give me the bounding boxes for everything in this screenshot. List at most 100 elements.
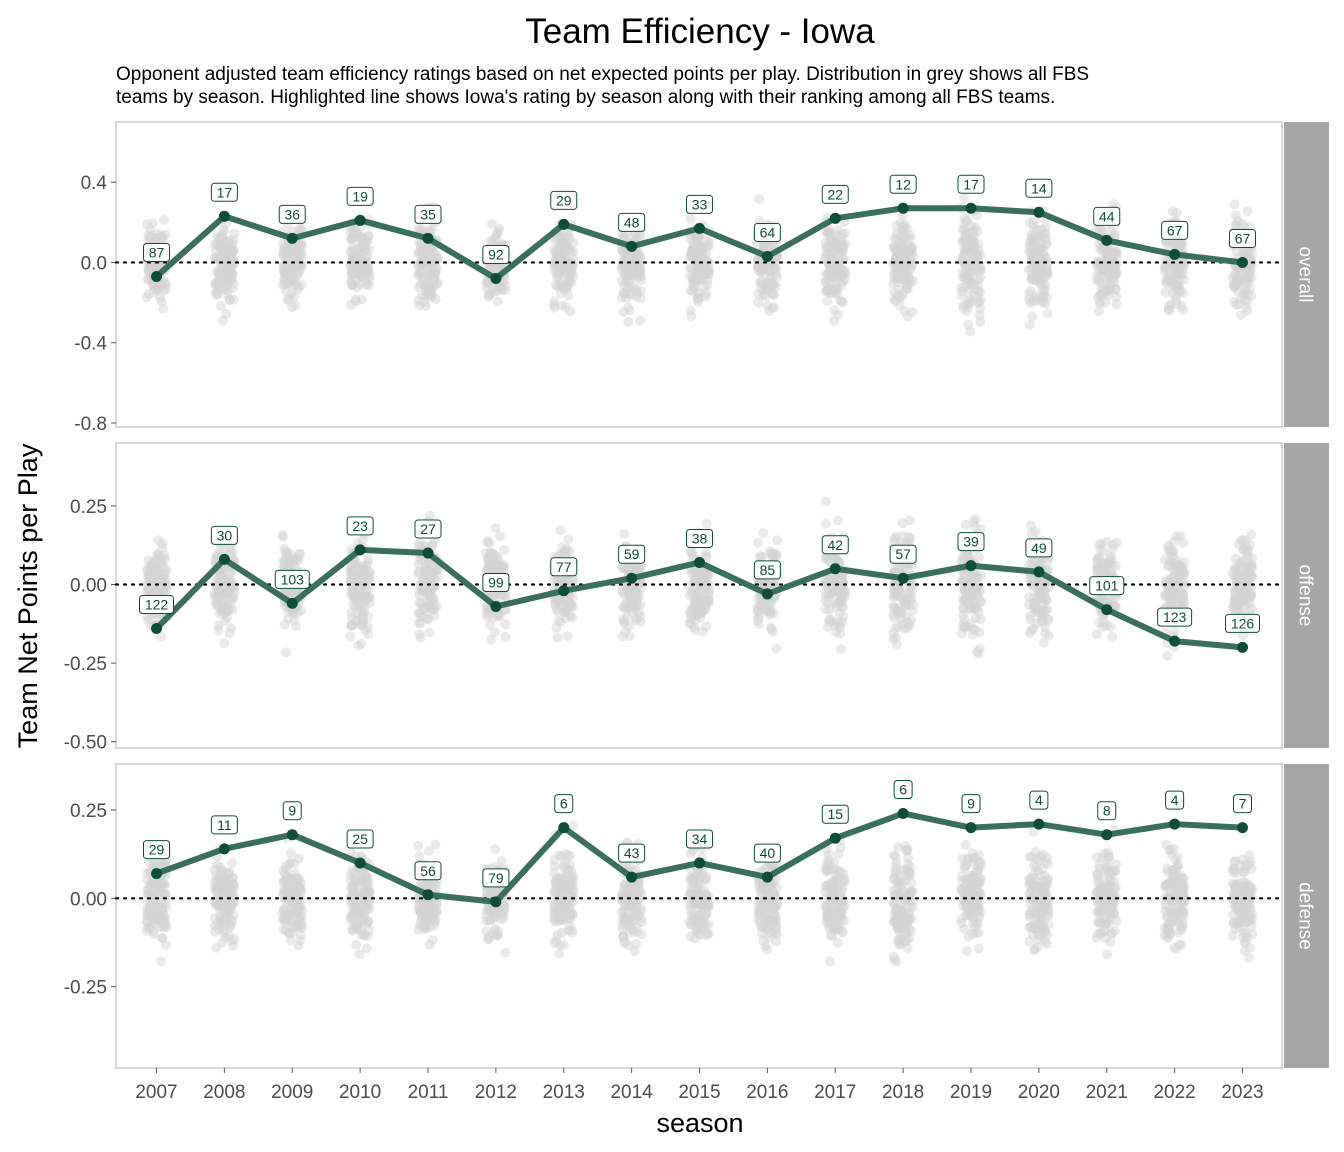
fbs-team-point bbox=[218, 249, 229, 260]
fbs-team-point bbox=[419, 280, 430, 291]
chart-subtitle-line-2: teams by season. Highlighted line shows … bbox=[116, 87, 1055, 108]
rank-label: 92 bbox=[482, 245, 510, 265]
iowa-point bbox=[626, 572, 638, 584]
fbs-team-point bbox=[279, 619, 290, 630]
fbs-team-point bbox=[278, 924, 289, 935]
fbs-team-point bbox=[425, 510, 436, 521]
fbs-team-point bbox=[1110, 246, 1121, 257]
fbs-team-point bbox=[287, 301, 298, 312]
fbs-team-point bbox=[973, 285, 984, 296]
fbs-team-point bbox=[157, 903, 168, 914]
fbs-team-point bbox=[217, 245, 228, 256]
fbs-team-point bbox=[770, 268, 781, 279]
fbs-team-point bbox=[211, 942, 222, 953]
rank-label-text: 49 bbox=[1031, 540, 1047, 556]
rank-label-text: 12 bbox=[895, 176, 911, 192]
fbs-team-point bbox=[295, 247, 306, 258]
fbs-team-point bbox=[623, 288, 634, 299]
rank-label: 12 bbox=[889, 174, 917, 194]
fbs-team-point bbox=[1096, 538, 1107, 549]
fbs-team-point bbox=[831, 250, 842, 261]
fbs-team-point bbox=[293, 554, 304, 565]
iowa-point bbox=[897, 572, 909, 584]
fbs-team-point bbox=[766, 623, 777, 634]
fbs-team-point bbox=[417, 273, 428, 284]
fbs-team-point bbox=[227, 269, 238, 280]
fbs-team-point bbox=[1032, 232, 1043, 243]
fbs-team-point bbox=[290, 252, 301, 263]
fbs-team-point bbox=[229, 882, 240, 893]
fbs-team-point bbox=[907, 586, 918, 597]
iowa-point bbox=[218, 553, 230, 565]
fbs-team-point bbox=[214, 253, 225, 264]
rank-label-text: 39 bbox=[963, 534, 979, 550]
rank-label: 17 bbox=[210, 182, 238, 202]
fbs-team-point bbox=[1169, 626, 1180, 637]
fbs-team-point bbox=[347, 268, 358, 279]
rank-label: 38 bbox=[686, 528, 713, 548]
fbs-team-point bbox=[416, 247, 427, 258]
fbs-team-point bbox=[352, 228, 363, 239]
iowa-point bbox=[965, 202, 977, 214]
fbs-team-point bbox=[699, 585, 710, 596]
rank-label-text: 33 bbox=[692, 196, 708, 212]
fbs-team-point bbox=[413, 269, 424, 280]
fbs-team-point bbox=[294, 239, 305, 250]
facet-strip-label: overall bbox=[1295, 247, 1316, 303]
fbs-team-point bbox=[429, 274, 440, 285]
fbs-team-point bbox=[828, 238, 839, 249]
fbs-team-point bbox=[223, 254, 234, 265]
fbs-team-point bbox=[772, 535, 783, 546]
fbs-team-point bbox=[360, 244, 371, 255]
fbs-team-point bbox=[228, 246, 239, 257]
fbs-team-point bbox=[293, 282, 304, 293]
rank-label-text: 22 bbox=[827, 186, 843, 202]
y-tick-label: 0.4 bbox=[81, 173, 108, 194]
chart-subtitle-line-1: Opponent adjusted team efficiency rating… bbox=[116, 64, 1089, 85]
fbs-team-point bbox=[278, 250, 289, 261]
fbs-team-point bbox=[563, 534, 574, 545]
fbs-team-point bbox=[218, 261, 229, 272]
y-tick-label: -0.25 bbox=[64, 654, 107, 675]
fbs-team-point bbox=[215, 241, 226, 252]
fbs-team-point bbox=[363, 611, 374, 622]
fbs-team-point bbox=[212, 280, 223, 291]
fbs-team-point bbox=[893, 586, 904, 597]
fbs-team-point bbox=[218, 284, 229, 295]
fbs-team-point bbox=[229, 228, 240, 239]
iowa-point bbox=[422, 547, 434, 559]
rank-label: 99 bbox=[482, 573, 510, 593]
fbs-team-point bbox=[1041, 595, 1052, 606]
fbs-team-point bbox=[1097, 268, 1108, 279]
fbs-team-point bbox=[216, 282, 227, 293]
fbs-team-point bbox=[348, 242, 359, 253]
rank-label-text: 87 bbox=[149, 245, 165, 261]
fbs-team-point bbox=[1167, 206, 1178, 217]
fbs-team-point bbox=[828, 315, 839, 326]
fbs-team-point bbox=[490, 844, 501, 855]
fbs-team-point bbox=[621, 604, 632, 615]
fbs-team-point bbox=[695, 245, 706, 256]
fbs-team-point bbox=[211, 267, 222, 278]
fbs-team-point bbox=[346, 234, 357, 245]
fbs-team-point bbox=[283, 276, 294, 287]
fbs-team-point bbox=[279, 273, 290, 284]
fbs-team-point bbox=[212, 289, 223, 300]
fbs-team-point bbox=[752, 602, 763, 613]
rank-label-text: 85 bbox=[760, 562, 776, 578]
fbs-team-point bbox=[161, 939, 172, 950]
fbs-team-point bbox=[704, 236, 715, 247]
fbs-team-point bbox=[160, 229, 171, 240]
fbs-team-point bbox=[220, 267, 231, 278]
fbs-team-point bbox=[281, 647, 292, 658]
iowa-point bbox=[626, 240, 638, 252]
fbs-team-point bbox=[159, 586, 170, 597]
fbs-team-point bbox=[346, 569, 357, 580]
fbs-team-point bbox=[425, 591, 436, 602]
fbs-team-point bbox=[352, 266, 363, 277]
fbs-team-point bbox=[280, 241, 291, 252]
fbs-team-point bbox=[895, 218, 906, 229]
rank-label: 36 bbox=[278, 204, 306, 224]
fbs-team-point bbox=[289, 273, 300, 284]
fbs-team-point bbox=[228, 245, 239, 256]
